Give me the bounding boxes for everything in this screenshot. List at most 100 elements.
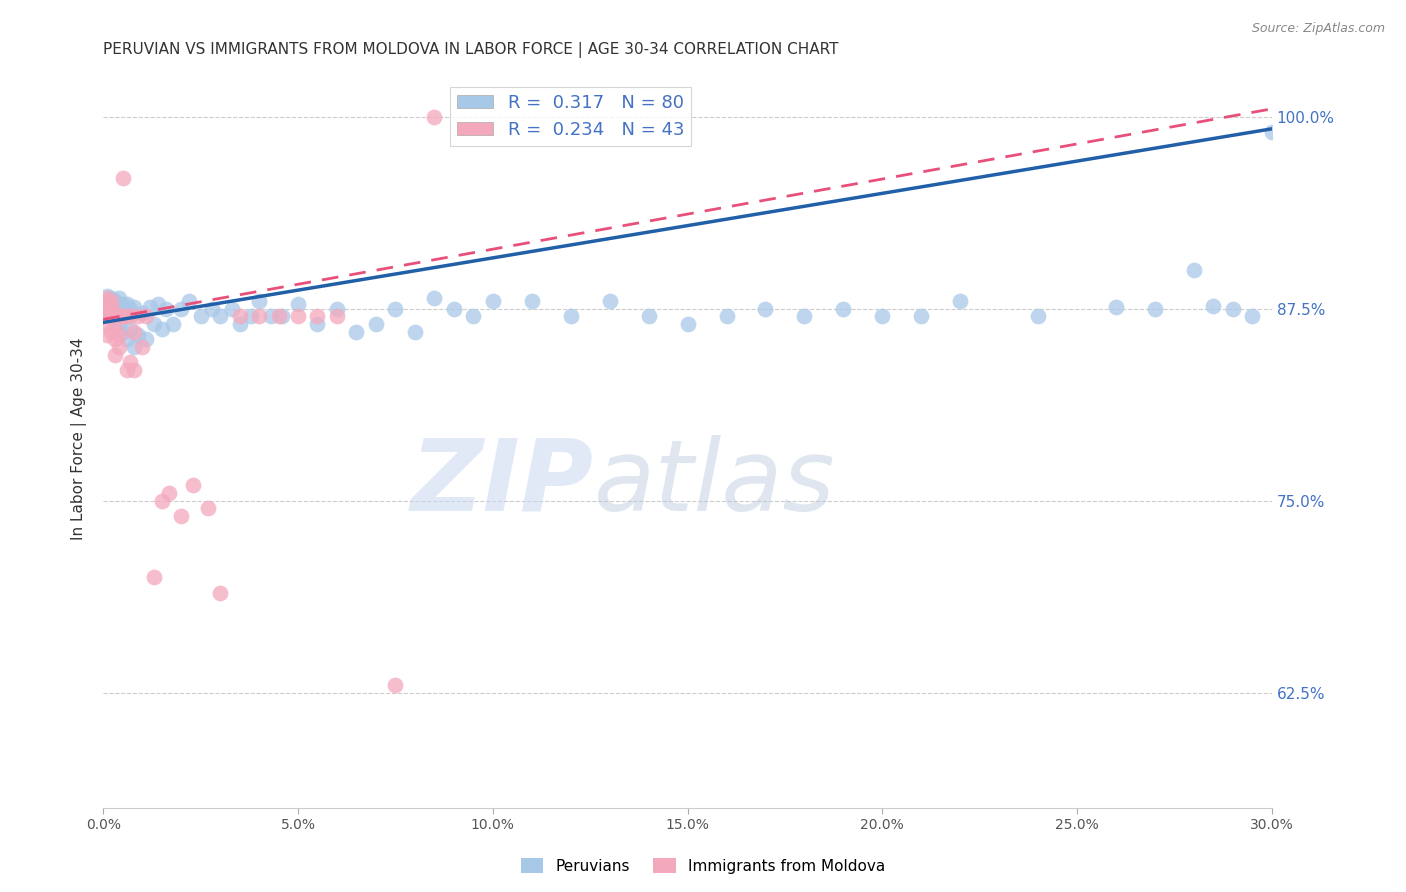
Point bbox=[124, 363, 146, 377]
Point bbox=[228, 310, 250, 324]
Point bbox=[124, 325, 146, 339]
Point bbox=[267, 310, 290, 324]
Point bbox=[120, 321, 142, 335]
Point bbox=[1261, 125, 1284, 139]
Point bbox=[146, 297, 169, 311]
Point bbox=[384, 301, 406, 316]
Point bbox=[100, 300, 122, 314]
Point bbox=[100, 300, 122, 314]
Point bbox=[100, 297, 122, 311]
Point bbox=[190, 310, 212, 324]
Legend: Peruvians, Immigrants from Moldova: Peruvians, Immigrants from Moldova bbox=[515, 852, 891, 880]
Point bbox=[107, 291, 129, 305]
Point bbox=[247, 293, 270, 308]
Point bbox=[463, 310, 485, 324]
Point bbox=[96, 327, 118, 342]
Point bbox=[384, 678, 406, 692]
Point bbox=[127, 310, 149, 324]
Point bbox=[754, 301, 776, 316]
Point bbox=[443, 301, 465, 316]
Point bbox=[197, 501, 219, 516]
Point bbox=[100, 291, 122, 305]
Point bbox=[96, 291, 118, 305]
Point bbox=[120, 310, 142, 324]
Point bbox=[910, 310, 932, 324]
Point bbox=[423, 291, 446, 305]
Point bbox=[1222, 301, 1244, 316]
Point bbox=[104, 300, 127, 314]
Point bbox=[100, 310, 122, 324]
Point bbox=[1105, 300, 1128, 314]
Point bbox=[716, 310, 738, 324]
Point bbox=[104, 312, 127, 326]
Point bbox=[115, 363, 138, 377]
Point bbox=[832, 301, 855, 316]
Point bbox=[1026, 310, 1049, 324]
Point bbox=[135, 332, 157, 346]
Point bbox=[287, 310, 309, 324]
Point bbox=[107, 317, 129, 331]
Point bbox=[104, 348, 127, 362]
Point bbox=[155, 301, 177, 316]
Point bbox=[676, 317, 699, 331]
Point bbox=[271, 310, 294, 324]
Point bbox=[520, 293, 543, 308]
Point bbox=[115, 310, 138, 324]
Text: PERUVIAN VS IMMIGRANTS FROM MOLDOVA IN LABOR FORCE | AGE 30-34 CORRELATION CHART: PERUVIAN VS IMMIGRANTS FROM MOLDOVA IN L… bbox=[103, 42, 839, 58]
Point bbox=[221, 301, 243, 316]
Point bbox=[124, 340, 146, 354]
Point bbox=[120, 355, 142, 369]
Point bbox=[1182, 263, 1205, 277]
Point bbox=[162, 317, 184, 331]
Point bbox=[107, 297, 129, 311]
Point bbox=[96, 293, 118, 308]
Point bbox=[96, 289, 118, 303]
Point bbox=[150, 493, 173, 508]
Point bbox=[247, 310, 270, 324]
Point bbox=[142, 317, 165, 331]
Point bbox=[104, 306, 127, 320]
Point bbox=[107, 310, 129, 324]
Point bbox=[96, 300, 118, 314]
Point bbox=[307, 317, 329, 331]
Point bbox=[115, 332, 138, 346]
Point bbox=[481, 293, 503, 308]
Point bbox=[1202, 299, 1225, 313]
Point bbox=[107, 327, 129, 342]
Point bbox=[115, 310, 138, 324]
Point bbox=[131, 306, 153, 320]
Point bbox=[287, 297, 309, 311]
Point bbox=[96, 317, 118, 331]
Point bbox=[124, 300, 146, 314]
Point bbox=[228, 317, 250, 331]
Point bbox=[131, 340, 153, 354]
Point bbox=[142, 570, 165, 584]
Point bbox=[181, 478, 204, 492]
Point bbox=[201, 301, 224, 316]
Point bbox=[115, 297, 138, 311]
Text: ZIP: ZIP bbox=[411, 435, 595, 532]
Point bbox=[107, 306, 129, 320]
Point bbox=[107, 340, 129, 354]
Point bbox=[872, 310, 894, 324]
Point bbox=[1144, 301, 1167, 316]
Point bbox=[104, 306, 127, 320]
Point bbox=[111, 171, 134, 186]
Point bbox=[104, 332, 127, 346]
Point bbox=[96, 297, 118, 311]
Point bbox=[170, 301, 193, 316]
Point bbox=[1241, 310, 1264, 324]
Point bbox=[104, 317, 127, 331]
Point bbox=[326, 310, 349, 324]
Point bbox=[150, 321, 173, 335]
Point bbox=[139, 300, 162, 314]
Point bbox=[177, 293, 200, 308]
Point bbox=[240, 310, 263, 324]
Point bbox=[100, 325, 122, 339]
Point bbox=[326, 301, 349, 316]
Point bbox=[423, 110, 446, 124]
Legend: R =  0.317   N = 80, R =  0.234   N = 43: R = 0.317 N = 80, R = 0.234 N = 43 bbox=[450, 87, 692, 146]
Point bbox=[111, 325, 134, 339]
Point bbox=[111, 297, 134, 311]
Point bbox=[104, 310, 127, 324]
